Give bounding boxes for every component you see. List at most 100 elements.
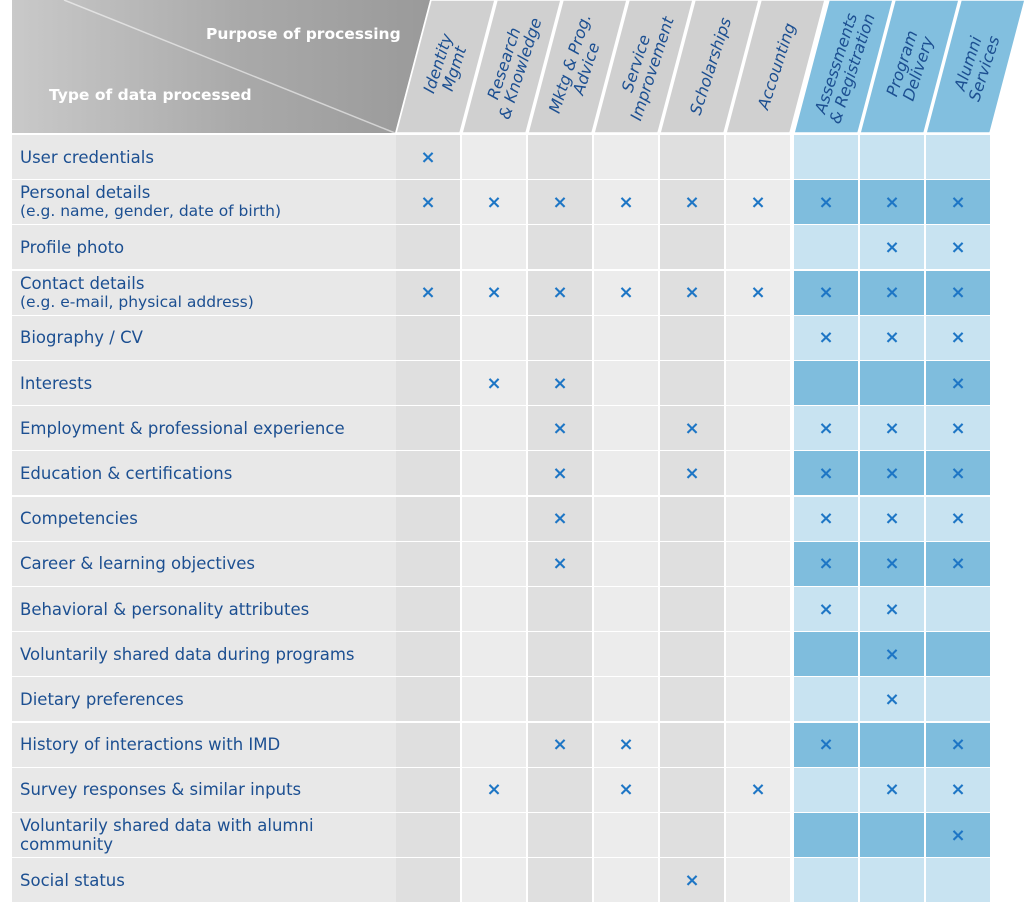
purpose-of-processing-label: Purpose of processing <box>206 25 401 43</box>
matrix-cell <box>594 677 658 722</box>
matrix-cell: × <box>594 767 658 812</box>
row-label: User credentials <box>12 135 404 179</box>
check-mark-icon: × <box>684 417 700 439</box>
header-diagonal <box>63 0 396 134</box>
matrix-cell: × <box>462 361 526 405</box>
check-mark-icon: × <box>818 508 834 530</box>
check-mark-icon: × <box>818 734 834 756</box>
row-label: Career & learning objectives <box>12 541 404 586</box>
matrix-cell: × <box>860 451 924 496</box>
matrix-cell <box>594 858 658 902</box>
matrix-cell: × <box>794 270 858 315</box>
row-label-text: User credentials <box>20 147 154 167</box>
check-mark-icon: × <box>486 372 502 394</box>
matrix-cell <box>396 406 460 451</box>
matrix-cell <box>726 451 790 496</box>
matrix-cell <box>462 677 526 722</box>
check-mark-icon: × <box>950 327 966 349</box>
row-label-text: Voluntarily shared data during programs <box>20 644 355 664</box>
check-mark-icon: × <box>950 508 966 530</box>
row-label-text: Personal details <box>20 183 151 203</box>
matrix-cell <box>726 406 790 451</box>
matrix-cell <box>726 361 790 405</box>
check-mark-icon: × <box>420 146 436 168</box>
row-label: Voluntarily shared data during programs <box>12 632 404 677</box>
matrix-cell: × <box>860 496 924 541</box>
check-mark-icon: × <box>552 372 568 394</box>
matrix-cell: × <box>794 587 858 631</box>
matrix-cell <box>794 225 858 270</box>
matrix-cell: × <box>794 496 858 541</box>
column-header-accounting <box>725 0 826 134</box>
check-mark-icon: × <box>684 462 700 484</box>
row-label: Voluntarily shared data with alumni comm… <box>12 813 404 857</box>
matrix-cell <box>926 677 990 722</box>
column-header-identity-mgmt <box>395 0 496 134</box>
matrix-cell <box>594 135 658 179</box>
matrix-cell <box>860 135 924 179</box>
matrix-cell: × <box>926 767 990 812</box>
matrix-cell <box>860 813 924 857</box>
matrix-cell <box>594 541 658 586</box>
matrix-cell: × <box>926 225 990 270</box>
matrix-cell <box>462 858 526 902</box>
matrix-cell <box>396 225 460 270</box>
check-mark-icon: × <box>684 282 700 304</box>
matrix-cell <box>462 135 526 179</box>
matrix-cell: × <box>528 361 592 405</box>
check-mark-icon: × <box>950 282 966 304</box>
matrix-cell <box>660 632 724 677</box>
matrix-cell <box>726 587 790 631</box>
check-mark-icon: × <box>552 191 568 213</box>
matrix-cell <box>396 677 460 722</box>
matrix-cell: × <box>660 270 724 315</box>
row-label-text: Survey responses & similar inputs <box>20 780 302 800</box>
matrix-cell <box>528 225 592 270</box>
matrix-cell: × <box>860 541 924 586</box>
matrix-cell <box>462 813 526 857</box>
matrix-cell <box>926 587 990 631</box>
matrix-cell: × <box>860 406 924 451</box>
row-label-text: Dietary preferences <box>20 689 184 709</box>
matrix-cell <box>660 767 724 812</box>
check-mark-icon: × <box>950 734 966 756</box>
row-label: Contact details (e.g. e-mail, physical ad… <box>12 270 404 315</box>
matrix-cell <box>528 767 592 812</box>
check-mark-icon: × <box>750 779 766 801</box>
matrix-cell: × <box>794 541 858 586</box>
matrix-cell <box>726 135 790 179</box>
row-label: Personal details (e.g. name, gender, date… <box>12 180 404 225</box>
matrix-cell <box>594 496 658 541</box>
check-mark-icon: × <box>950 779 966 801</box>
matrix-cell <box>594 632 658 677</box>
matrix-cell <box>726 813 790 857</box>
check-mark-icon: × <box>884 688 900 710</box>
check-mark-icon: × <box>818 553 834 575</box>
row-label: Profile photo <box>12 225 404 270</box>
check-mark-icon: × <box>884 236 900 258</box>
matrix-cell: × <box>726 767 790 812</box>
row-label-text: Employment & professional experience <box>20 418 345 438</box>
check-mark-icon: × <box>818 282 834 304</box>
row-label-text: Education & certifications <box>20 463 233 483</box>
column-header-program-delivery <box>859 0 960 134</box>
matrix-cell <box>462 315 526 360</box>
matrix-cell <box>794 767 858 812</box>
matrix-cell: × <box>462 180 526 225</box>
matrix-cell <box>594 406 658 451</box>
matrix-cell <box>594 225 658 270</box>
check-mark-icon: × <box>884 643 900 665</box>
matrix-cell <box>594 361 658 405</box>
row-label-text: Competencies <box>20 509 138 529</box>
matrix-cell: × <box>794 451 858 496</box>
matrix-cell <box>396 541 460 586</box>
check-mark-icon: × <box>884 191 900 213</box>
matrix-cell: × <box>860 767 924 812</box>
check-mark-icon: × <box>486 779 502 801</box>
row-label: Social status <box>12 858 404 902</box>
row-label-subtext: (e.g. e-mail, physical address) <box>20 292 254 311</box>
column-header-scholarships <box>659 0 760 134</box>
matrix-cell <box>726 722 790 767</box>
check-mark-icon: × <box>684 869 700 891</box>
matrix-cell <box>794 361 858 405</box>
